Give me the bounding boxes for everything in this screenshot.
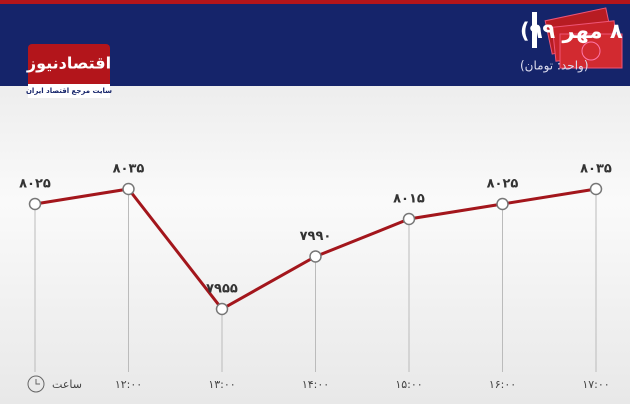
money-icon bbox=[544, 7, 623, 69]
value-label: ۷۹۵۵ bbox=[206, 282, 238, 297]
point bbox=[309, 250, 322, 263]
clock-icon bbox=[27, 375, 45, 393]
point bbox=[496, 197, 509, 211]
value-label: ۸۰۳۵ bbox=[113, 162, 145, 177]
chart-title: روند بهای درهم (سه‌شنبه ۸ مهر ۹۹) bbox=[520, 19, 630, 43]
point bbox=[402, 212, 416, 226]
x-tick-label: ۱۷:۰۰ bbox=[582, 378, 609, 391]
clock-hands bbox=[35, 379, 40, 385]
value-label: ۷۹۹۰ bbox=[300, 229, 332, 244]
value-label: ۸۰۲۵ bbox=[487, 177, 519, 192]
tagline: سایت مرجع اقتصاد ایران bbox=[26, 87, 112, 95]
logo-box bbox=[28, 44, 110, 90]
point bbox=[215, 302, 229, 316]
x-tick-label: ۱۶:۰۰ bbox=[489, 378, 516, 391]
x-tick-label: ۱۵:۰۰ bbox=[395, 378, 422, 391]
title-bar bbox=[532, 12, 537, 48]
header-stripe bbox=[0, 0, 630, 4]
point bbox=[28, 197, 42, 211]
tagline-box bbox=[28, 84, 110, 98]
point bbox=[122, 182, 135, 196]
x-tick-label: ۱۳:۰۰ bbox=[208, 378, 235, 391]
x-tick-label: ۱۲:۰۰ bbox=[115, 378, 142, 391]
chart-subtitle: (واحد: تومان) bbox=[520, 59, 589, 74]
x-axis-label: ساعت bbox=[52, 378, 82, 391]
logo: اقتصادنیوز bbox=[26, 54, 111, 73]
point bbox=[589, 182, 603, 196]
value-label: ۸۰۲۵ bbox=[19, 177, 51, 192]
x-tick-label: ۱۴:۰۰ bbox=[302, 378, 329, 391]
value-label: ۸۰۳۵ bbox=[580, 162, 612, 177]
value-label: ۸۰۱۵ bbox=[393, 192, 425, 207]
